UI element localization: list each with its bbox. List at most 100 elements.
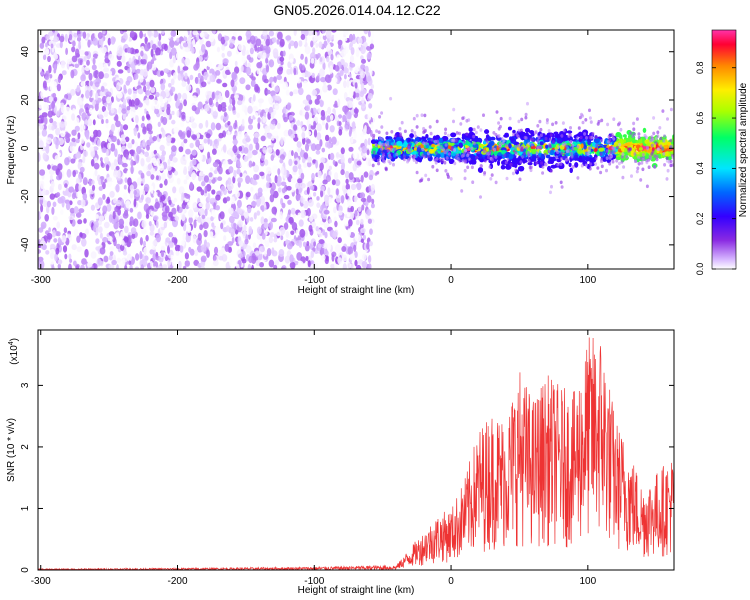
spectrogram-cell	[90, 231, 96, 241]
spectrogram-cell	[100, 157, 103, 162]
spectrogram-cell	[232, 145, 238, 154]
spectrogram-cell	[274, 102, 280, 111]
spectrogram-cell	[369, 43, 375, 50]
spectrogram-cell	[236, 153, 241, 159]
spectrogram-cell	[139, 237, 143, 246]
spectrogram-cell	[189, 181, 194, 190]
spectrogram-cell	[283, 129, 290, 137]
spectrogram-cell	[110, 108, 115, 114]
spectrogram-cell	[238, 253, 244, 259]
spectrogram-cell	[267, 147, 273, 154]
spectrogram-cell	[332, 201, 337, 208]
spectrogram-cell	[246, 135, 251, 143]
spectrogram-cell	[163, 68, 170, 73]
spectrogram-cell	[207, 151, 211, 159]
spectrogram-cell	[283, 222, 289, 230]
spectrogram-cell	[228, 125, 233, 132]
spectrogram-cell	[306, 207, 311, 217]
spectrogram-cell	[319, 57, 323, 62]
spectrogram-cell	[58, 171, 63, 180]
spectrogram-cell	[293, 30, 297, 36]
spectrogram-cell	[215, 90, 220, 96]
spectrogram-cell	[52, 229, 56, 238]
spectrogram-cell	[49, 174, 53, 181]
spectrogram-cell	[265, 38, 270, 47]
spectrogram-cell	[232, 31, 237, 37]
spectrogram-cell	[76, 235, 81, 243]
spectrogram-cell	[353, 244, 357, 252]
spectrogram-cell	[251, 76, 256, 81]
spectrogram-cell	[134, 266, 140, 269]
spectrogram-cell	[228, 207, 234, 215]
spectrogram-cell	[247, 105, 253, 115]
spectrogram-cell	[98, 186, 104, 191]
spectrogram-cell	[298, 239, 303, 248]
spectrogram-cell	[137, 132, 141, 139]
spectrogram-cell	[235, 263, 240, 269]
spectrogram-cell	[326, 115, 332, 123]
spectrogram-cell	[271, 206, 278, 215]
spectrogram-cell	[350, 205, 355, 213]
spectrogram-cell	[166, 135, 172, 144]
spectrogram-cell	[170, 78, 175, 86]
spectrogram-cell	[290, 230, 295, 236]
spectrogram-cell	[178, 260, 182, 269]
spectrogram-cell	[325, 250, 329, 256]
spectrogram-cell	[321, 30, 326, 34]
spectrogram-cell	[358, 42, 362, 48]
spectrogram-cell	[319, 68, 325, 77]
spectrogram-cell	[252, 94, 256, 102]
spectrogram-cell	[203, 175, 210, 183]
spectrogram-cell	[154, 91, 160, 98]
spectrogram-cell	[79, 49, 86, 56]
spectrogram-cell	[222, 160, 229, 168]
spectrogram-cell	[91, 179, 95, 185]
spectrogram-cell	[99, 247, 106, 255]
spectrogram-cell	[71, 129, 77, 136]
spectrogram-cell	[57, 237, 62, 245]
spectrogram-cell	[185, 84, 192, 92]
spectrogram-cell	[168, 243, 174, 248]
spectrogram-cell	[38, 233, 41, 240]
spectrogram-cell	[347, 188, 351, 197]
spectrogram-cell	[153, 215, 159, 221]
spectrogram-cell	[168, 83, 172, 88]
spectrogram-cell	[167, 165, 172, 171]
spectrogram-cell	[306, 94, 312, 101]
spectrogram-cell	[322, 229, 326, 236]
spectrogram-cell	[329, 125, 335, 133]
spectrogram-cell	[184, 260, 190, 267]
spectrogram-cell	[82, 177, 88, 186]
spectrogram-cell	[311, 172, 315, 181]
spectrogram-cell	[322, 84, 328, 93]
spectrogram-cell	[368, 185, 372, 193]
spectrogram-cell	[361, 145, 368, 154]
spectrogram-cell	[244, 106, 248, 116]
spectrogram-cell	[38, 249, 41, 254]
spectrogram-cell	[105, 118, 109, 124]
spectrogram-cell	[231, 237, 235, 244]
spectrogram-cell	[114, 232, 120, 238]
spectrogram-cell	[41, 129, 48, 137]
spectrogram-cell	[296, 195, 302, 201]
spectrogram-cell	[248, 255, 253, 264]
spectrogram-cell	[303, 152, 309, 160]
spectrogram-cell	[311, 221, 316, 229]
spectrogram-cell	[322, 34, 327, 41]
spectrogram-cell	[317, 53, 321, 58]
spectrogram-cell	[303, 162, 308, 168]
spectrogram-cell	[215, 234, 219, 242]
spectrogram-cell	[342, 39, 346, 49]
spectrogram-cell	[171, 119, 176, 125]
spectrogram-cell	[152, 135, 157, 142]
spectrogram-cell	[257, 151, 262, 159]
spectrogram-cell	[341, 162, 346, 169]
spectrogram-cell	[160, 127, 164, 132]
spectrogram-cell	[46, 205, 50, 214]
spectrogram-cell	[370, 30, 375, 39]
spectrogram-cell	[180, 239, 185, 247]
spectrogram-cell	[266, 166, 272, 175]
spectrogram-cell	[288, 216, 294, 224]
spectrogram-cell	[200, 81, 207, 88]
spectrogram-cell	[150, 168, 156, 174]
